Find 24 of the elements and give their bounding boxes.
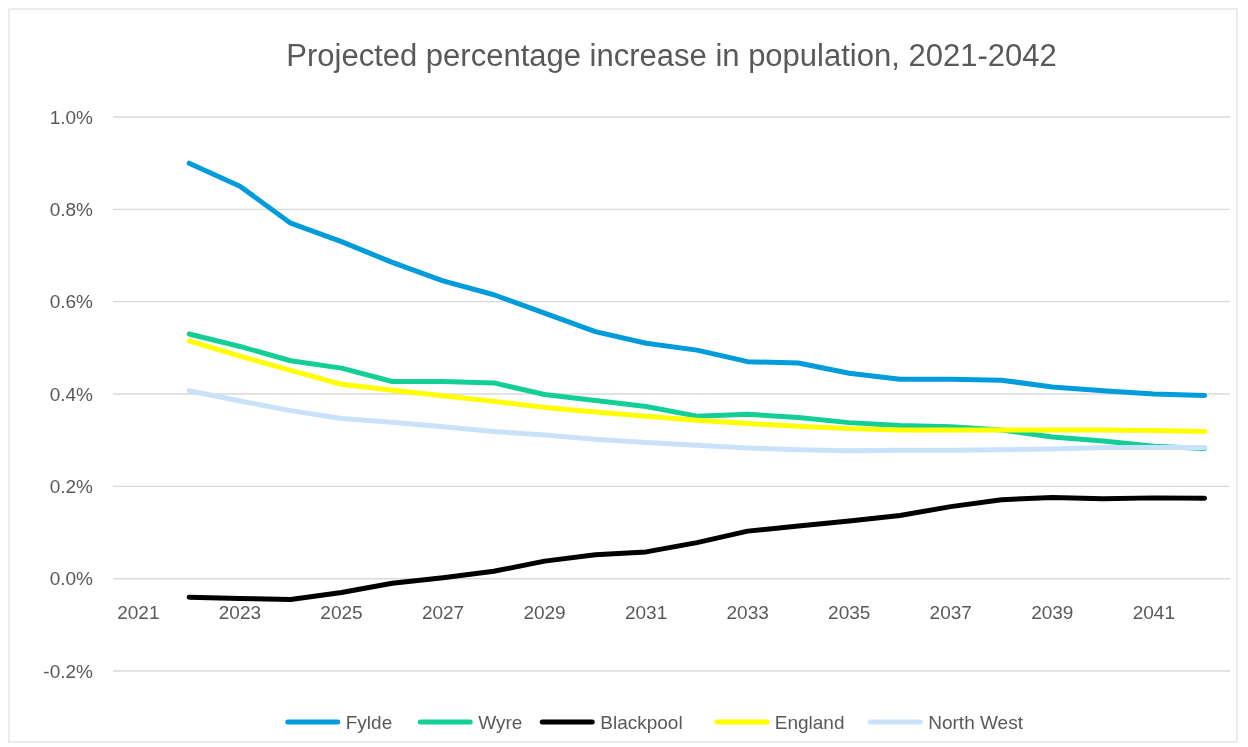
x-tick-label: 2041	[1132, 601, 1175, 623]
x-tick-label: 2035	[828, 601, 871, 623]
legend-label: Blackpool	[600, 711, 683, 733]
legend-label: Fylde	[345, 711, 393, 733]
x-tick-label: 2025	[320, 601, 363, 623]
x-tick-label: 2023	[218, 601, 262, 623]
legend-label: North West	[928, 711, 1024, 733]
x-tick-label: 2029	[523, 601, 566, 623]
x-tick-label: 2037	[929, 601, 972, 623]
x-tick-label: 2031	[624, 601, 668, 623]
legend-label: Wyre	[478, 711, 523, 733]
y-tick-label: -0.2%	[43, 660, 94, 682]
y-tick-label: 0.2%	[49, 475, 94, 497]
x-tick-label: 2039	[1031, 601, 1074, 623]
y-tick-label: 0.0%	[49, 568, 94, 590]
chart-title: Projected percentage increase in population, 2021-2042	[286, 38, 1057, 73]
y-tick-label: 0.8%	[49, 198, 94, 220]
legend-label: England	[774, 711, 845, 733]
x-tick-label: 2021	[117, 601, 160, 623]
y-tick-label: 0.6%	[49, 291, 94, 313]
y-tick-label: 0.4%	[49, 383, 94, 405]
x-tick-label: 2033	[726, 601, 769, 623]
y-tick-label: 1.0%	[49, 106, 94, 128]
x-tick-label: 2027	[421, 601, 465, 623]
